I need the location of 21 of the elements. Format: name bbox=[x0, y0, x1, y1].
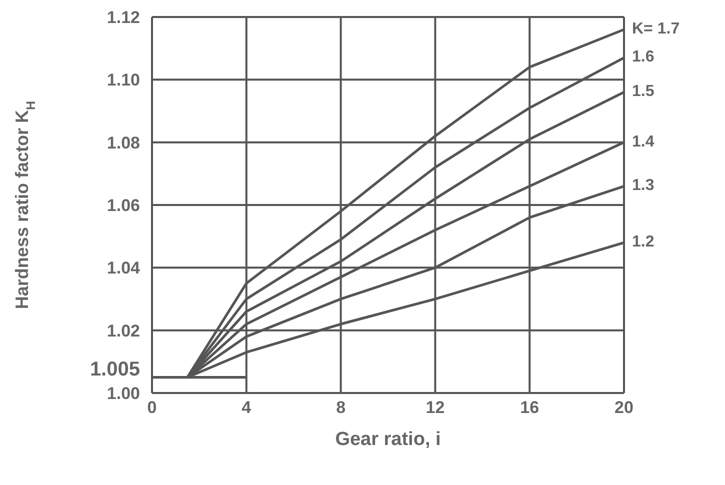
x-tick-label: 16 bbox=[520, 398, 540, 418]
x-axis-title: Gear ratio, i bbox=[335, 429, 441, 450]
x-tick-label: 20 bbox=[614, 398, 634, 418]
y-tick-label: 1.00 bbox=[106, 384, 140, 403]
series-label: 1.4 bbox=[632, 133, 654, 150]
y-tick-label: 1.10 bbox=[106, 70, 140, 90]
series-label: 1.3 bbox=[632, 177, 654, 194]
series-label: 1.6 bbox=[632, 48, 654, 66]
y-tick-label: 1.04 bbox=[106, 258, 141, 278]
x-tick-label: 12 bbox=[426, 398, 445, 418]
x-tick-label: 0 bbox=[147, 398, 157, 418]
y-tick-label: 1.02 bbox=[106, 321, 140, 340]
series-label: 1.2 bbox=[632, 234, 654, 251]
y-tick-label: 1.005 bbox=[90, 358, 140, 380]
x-tick-label: 4 bbox=[242, 398, 252, 418]
y-tick-label: 1.08 bbox=[106, 133, 140, 152]
y-tick-label: 1.06 bbox=[106, 196, 140, 215]
y-tick-label: 1.12 bbox=[106, 8, 140, 27]
series-label: K= 1.7 bbox=[632, 20, 680, 38]
series-label: 1.5 bbox=[632, 83, 654, 100]
x-tick-label: 8 bbox=[336, 398, 346, 418]
